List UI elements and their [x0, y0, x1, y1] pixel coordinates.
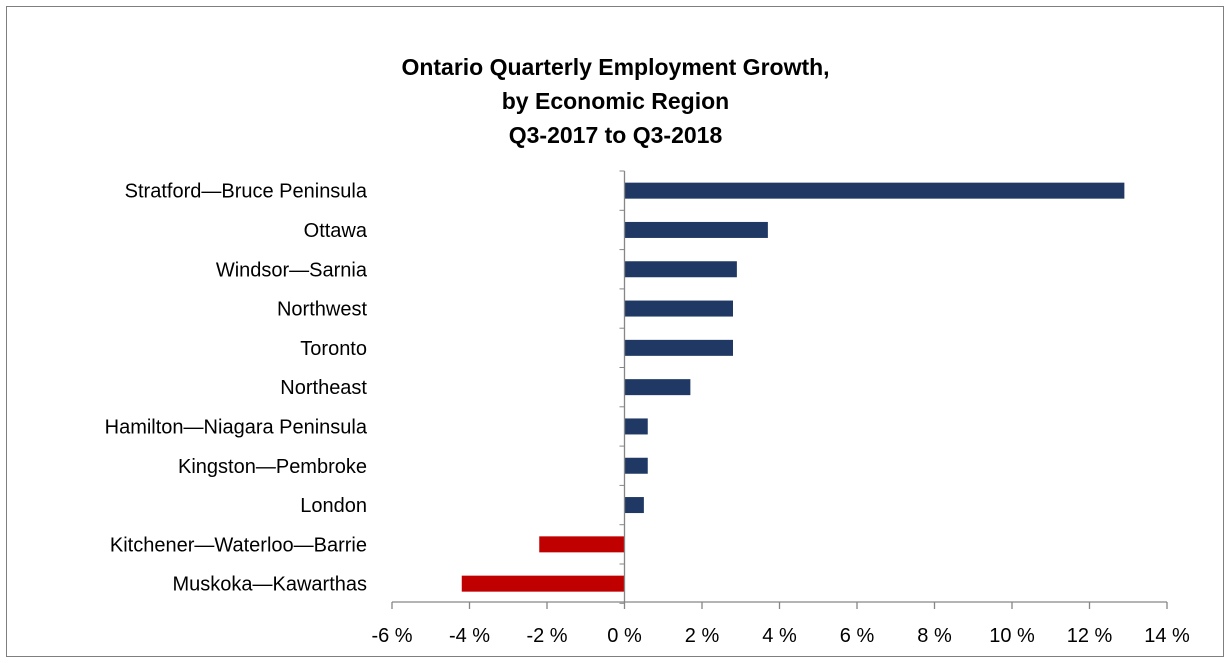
- bar-10: [461, 575, 625, 592]
- category-label-6: Hamilton—Niagara Peninsula: [105, 416, 368, 438]
- x-tick-label-6: 6 %: [840, 625, 875, 647]
- bar-9: [539, 536, 625, 553]
- category-label-8: London: [300, 495, 367, 517]
- x-tick-label-5: 4 %: [762, 625, 797, 647]
- x-tick-label-7: 8 %: [917, 625, 952, 647]
- bar-4: [624, 339, 733, 356]
- category-label-5: Northeast: [280, 377, 367, 399]
- x-tick-label-10: 14 %: [1144, 625, 1190, 647]
- category-label-0: Stratford—Bruce Peninsula: [125, 181, 368, 203]
- bar-8: [624, 497, 644, 514]
- bar-5: [624, 379, 691, 396]
- category-label-3: Northwest: [277, 299, 367, 321]
- category-label-10: Muskoka—Kawarthas: [172, 574, 367, 596]
- category-label-9: Kitchener—Waterloo—Barrie: [110, 534, 367, 556]
- x-tick-label-2: -2 %: [526, 625, 567, 647]
- chart-title-line-3: Q3-2017 to Q3-2018: [508, 122, 723, 148]
- x-tick-label-4: 2 %: [685, 625, 720, 647]
- bar-2: [624, 261, 737, 278]
- chart-title-line-1: Ontario Quarterly Employment Growth,: [401, 54, 830, 80]
- x-tick-label-8: 10 %: [989, 625, 1035, 647]
- bar-1: [624, 221, 768, 238]
- chart-title: Ontario Quarterly Employment Growth, by …: [0, 50, 1231, 152]
- x-tick-label-0: -6 %: [371, 625, 412, 647]
- category-label-1: Ottawa: [304, 220, 368, 242]
- category-label-7: Kingston—Pembroke: [178, 456, 367, 478]
- x-tick-label-9: 12 %: [1067, 625, 1113, 647]
- x-tick-label-1: -4 %: [449, 625, 490, 647]
- bar-6: [624, 418, 648, 435]
- bar-7: [624, 457, 648, 474]
- bar-0: [624, 182, 1125, 199]
- x-tick-label-3: 0 %: [607, 625, 642, 647]
- category-label-2: Windsor—Sarnia: [216, 259, 368, 281]
- chart-title-line-2: by Economic Region: [501, 88, 730, 114]
- bar-3: [624, 300, 733, 317]
- category-label-4: Toronto: [300, 338, 367, 360]
